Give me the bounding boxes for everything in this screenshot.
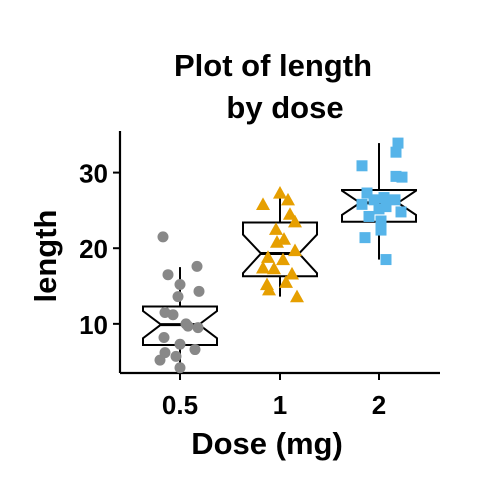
data-point — [363, 210, 375, 222]
data-point — [182, 320, 194, 332]
data-point — [174, 279, 186, 291]
data-point — [261, 250, 275, 263]
data-point — [373, 203, 385, 215]
data-point — [158, 331, 170, 343]
data-point — [375, 224, 387, 236]
chart-title-line2: by dose — [226, 90, 343, 125]
data-point — [390, 146, 402, 158]
data-point — [288, 243, 302, 257]
data-point — [279, 275, 293, 288]
data-point — [172, 291, 184, 303]
data-point — [380, 201, 392, 213]
data-point — [281, 192, 295, 206]
data-point — [368, 194, 380, 206]
data-point — [375, 215, 387, 227]
data-point — [256, 260, 270, 274]
data-point — [269, 222, 283, 235]
data-point — [174, 338, 186, 350]
data-point — [189, 344, 201, 356]
y-tick-label: 20 — [79, 234, 108, 264]
data-point — [262, 282, 276, 296]
data-point — [162, 269, 174, 281]
y-tick-label: 30 — [79, 159, 108, 189]
data-point — [356, 160, 368, 172]
x-axis-label: Dose (mg) — [191, 426, 343, 461]
data-point — [267, 261, 281, 275]
data-point — [270, 235, 284, 248]
data-point — [359, 232, 371, 244]
data-point — [392, 137, 404, 149]
data-point — [193, 285, 205, 297]
data-point — [157, 231, 169, 243]
data-point — [174, 362, 186, 374]
data-point — [167, 309, 179, 321]
data-point — [380, 254, 392, 266]
data-point — [170, 350, 182, 362]
y-tick-label: 10 — [79, 310, 108, 340]
data-point — [361, 187, 373, 199]
data-point — [256, 197, 270, 210]
data-point — [390, 170, 402, 182]
x-tick-label: 2 — [372, 390, 386, 420]
data-point — [389, 194, 401, 206]
data-point — [288, 214, 302, 228]
data-point — [378, 192, 390, 204]
data-point — [285, 266, 299, 280]
data-point — [276, 252, 290, 266]
x-tick-label: 1 — [273, 390, 287, 420]
chart-title-line1: Plot of length — [174, 48, 372, 83]
data-point — [283, 207, 297, 220]
data-point — [395, 206, 407, 218]
y-axis-label: length — [28, 210, 63, 303]
x-tick-label: 0.5 — [162, 390, 198, 420]
data-point — [191, 260, 203, 272]
data-point — [356, 198, 368, 210]
data-point — [154, 354, 166, 366]
data-point — [273, 186, 287, 199]
data-point — [396, 171, 408, 183]
data-point — [290, 289, 304, 303]
data-point — [192, 322, 204, 334]
